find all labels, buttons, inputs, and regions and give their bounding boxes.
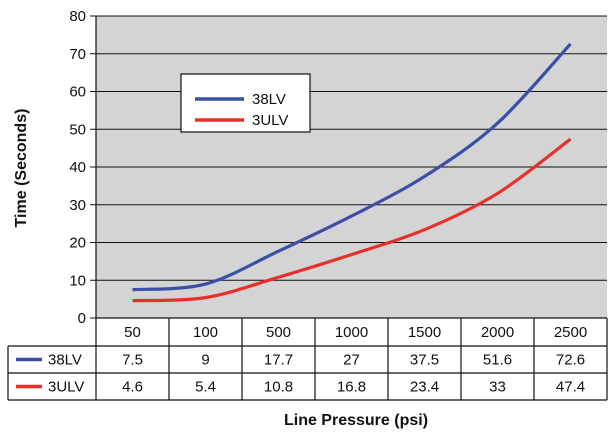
data-label: 51.6 <box>483 352 512 369</box>
data-label: 27 <box>343 352 360 369</box>
y-tick-label: 20 <box>69 235 86 252</box>
data-label: 10.8 <box>264 379 293 396</box>
legend-label-38lv: 38LV <box>252 91 286 108</box>
data-label: 37.5 <box>410 352 439 369</box>
legend-box <box>180 73 311 133</box>
y-tick-label: 60 <box>69 84 86 101</box>
table-series-label: 3ULV <box>48 379 84 396</box>
x-axis-title: Line Pressure (psi) <box>284 412 428 429</box>
y-tick-label: 0 <box>78 310 86 327</box>
data-label: 4.6 <box>122 379 143 396</box>
x-tick-label: 2500 <box>554 324 587 341</box>
data-table: 50 100 500 1000 1500 2000 2500 38LV 7.5 9 17.7 27 37… <box>7 317 608 401</box>
x-tick-label: 50 <box>124 324 141 341</box>
data-label: 72.6 <box>556 352 585 369</box>
gridlines <box>90 15 607 319</box>
data-label: 16.8 <box>337 379 366 396</box>
y-tick-label: 70 <box>69 46 86 63</box>
data-label: 47.4 <box>556 379 585 396</box>
y-axis-title: Time (Seconds) <box>13 109 30 228</box>
series-lines <box>132 42 572 303</box>
y-tick-label: 80 <box>69 8 86 25</box>
data-label: 33 <box>489 379 506 396</box>
y-tick-labels: 0 10 20 30 40 50 60 70 80 <box>69 8 86 327</box>
x-tick-label: 500 <box>266 324 291 341</box>
x-tick-label: 100 <box>193 324 218 341</box>
table-series-label: 38LV <box>48 352 82 369</box>
data-label: 5.4 <box>195 379 216 396</box>
x-tick-label: 2000 <box>481 324 514 341</box>
data-label: 7.5 <box>122 352 143 369</box>
legend: 38LV 3ULV <box>180 73 311 133</box>
data-label: 17.7 <box>264 352 293 369</box>
y-tick-label: 50 <box>69 121 86 138</box>
x-tick-label: 1000 <box>335 324 368 341</box>
legend-label-3ulv: 3ULV <box>252 112 288 129</box>
y-tick-label: 40 <box>69 159 86 176</box>
y-tick-label: 30 <box>69 197 86 214</box>
data-label: 23.4 <box>410 379 439 396</box>
data-label: 9 <box>201 352 209 369</box>
y-tick-label: 10 <box>69 272 86 289</box>
x-tick-label: 1500 <box>408 324 441 341</box>
